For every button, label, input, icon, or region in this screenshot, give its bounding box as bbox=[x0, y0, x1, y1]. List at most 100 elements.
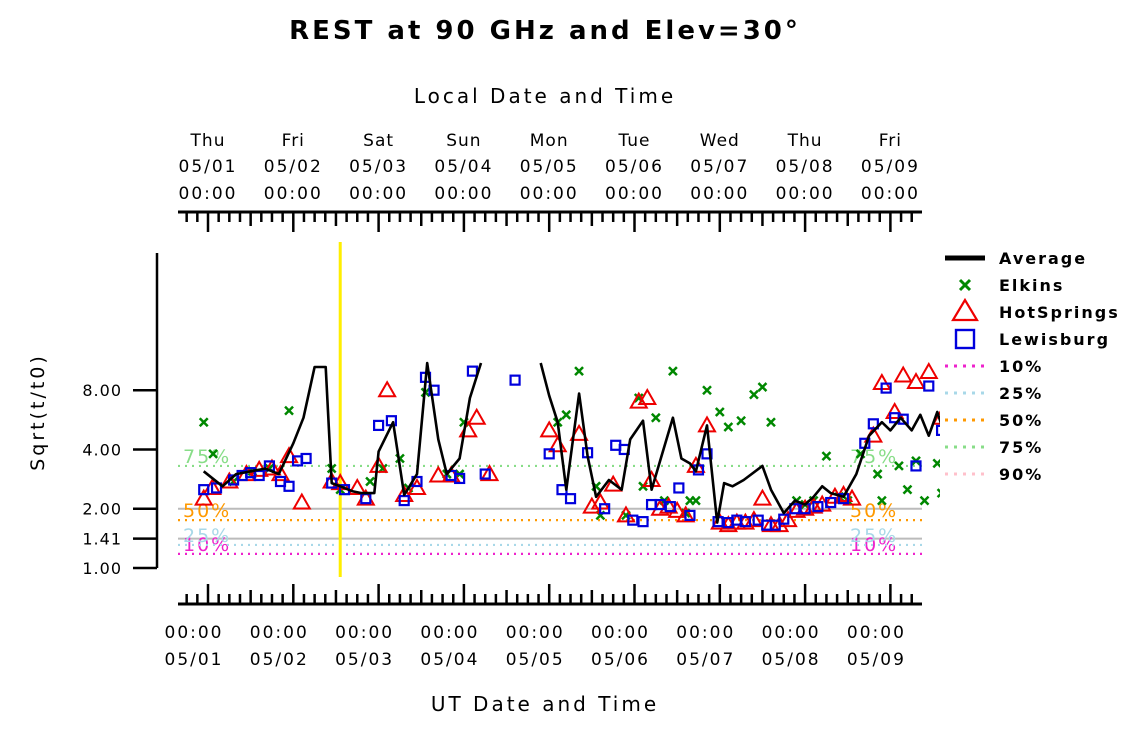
bottom-axis-label: UT Date and Time bbox=[430, 692, 660, 716]
top-tick-date: 05/07 bbox=[690, 157, 749, 177]
marker-lewisburg bbox=[564, 493, 577, 505]
legend-label: Elkins bbox=[999, 276, 1064, 295]
marker-lewisburg bbox=[373, 419, 385, 432]
marker-lewisburg bbox=[599, 503, 611, 515]
average-line bbox=[539, 362, 940, 524]
top-tick-date: 05/09 bbox=[861, 157, 920, 177]
y-tick-label: 1.00 bbox=[82, 559, 122, 578]
marker-lewisburg bbox=[543, 448, 555, 460]
top-tick-time: 00:00 bbox=[264, 184, 323, 204]
legend-swatch-elkins bbox=[958, 278, 972, 292]
marker-elkins bbox=[932, 458, 940, 469]
marker-hotsprings bbox=[539, 420, 559, 438]
legend-label: 50% bbox=[999, 411, 1043, 430]
percentile-label-left: 75% bbox=[183, 446, 231, 468]
bottom-tick-date: 05/06 bbox=[591, 650, 650, 670]
bottom-tick-time: 00:00 bbox=[506, 623, 565, 643]
marker-hotsprings bbox=[428, 465, 449, 483]
marker-elkins bbox=[872, 469, 883, 479]
marker-elkins bbox=[668, 366, 678, 377]
bottom-tick-time: 00:00 bbox=[762, 623, 821, 643]
legend-label: Average bbox=[999, 249, 1087, 268]
marker-lewisburg bbox=[837, 493, 850, 505]
marker-lewisburg bbox=[466, 365, 479, 377]
marker-lewisburg bbox=[198, 484, 210, 496]
marker-hotsprings bbox=[479, 464, 500, 482]
marker-hotsprings bbox=[778, 510, 798, 528]
marker-elkins bbox=[766, 417, 776, 428]
percentile-label-right: 50% bbox=[850, 500, 898, 522]
marker-hotsprings bbox=[279, 446, 299, 464]
marker-lewisburg bbox=[880, 382, 892, 394]
marker-hotsprings bbox=[893, 365, 913, 383]
marker-elkins bbox=[919, 495, 930, 506]
top-tick-day: Fri bbox=[879, 131, 902, 151]
y-tick-label: 8.00 bbox=[82, 381, 122, 400]
marker-hotsprings bbox=[292, 492, 312, 510]
top-tick-time: 00:00 bbox=[690, 184, 749, 204]
marker-elkins bbox=[723, 422, 734, 432]
top-axis-label: Local Date and Time bbox=[413, 84, 677, 108]
marker-lewisburg bbox=[479, 468, 491, 480]
marker-elkins bbox=[950, 497, 958, 505]
top-tick-date: 05/06 bbox=[605, 157, 664, 177]
top-tick-day: Mon bbox=[530, 131, 569, 151]
marker-elkins bbox=[936, 488, 940, 499]
bottom-tick-time: 00:00 bbox=[676, 623, 735, 643]
marker-elkins bbox=[561, 409, 572, 420]
marker-lewisburg bbox=[769, 519, 781, 531]
bottom-tick-date: 05/07 bbox=[676, 650, 735, 670]
bottom-tick-date: 05/08 bbox=[762, 650, 821, 670]
marker-elkins bbox=[821, 451, 832, 462]
legend-swatch-lewisburg bbox=[954, 328, 976, 350]
percentile-label-left: 50% bbox=[183, 500, 231, 522]
marker-elkins bbox=[894, 461, 904, 471]
marker-hotsprings bbox=[884, 401, 905, 420]
bottom-tick-time: 00:00 bbox=[847, 623, 906, 643]
marker-elkins bbox=[365, 476, 375, 487]
top-tick-time: 00:00 bbox=[520, 184, 579, 204]
marker-lewisburg bbox=[812, 501, 824, 513]
top-tick-date: 05/04 bbox=[434, 157, 493, 177]
marker-lewisburg bbox=[867, 418, 879, 430]
top-tick-date: 05/01 bbox=[179, 157, 238, 177]
marker-lewisburg bbox=[684, 509, 696, 522]
marker-elkins bbox=[208, 448, 219, 459]
marker-hotsprings bbox=[347, 477, 367, 495]
percentile-label-right: 25% bbox=[850, 525, 898, 547]
bottom-tick-date: 05/02 bbox=[250, 650, 309, 670]
marker-elkins bbox=[198, 417, 209, 428]
legend-label: HotSprings bbox=[999, 303, 1120, 322]
marker-hotsprings bbox=[752, 488, 773, 506]
bottom-tick-date: 05/03 bbox=[335, 650, 394, 670]
marker-lewisburg bbox=[923, 380, 935, 392]
marker-elkins bbox=[714, 407, 725, 417]
marker-elkins bbox=[691, 495, 701, 506]
marker-lewisburg bbox=[627, 514, 639, 526]
marker-elkins bbox=[284, 405, 294, 416]
bottom-tick-time: 00:00 bbox=[591, 623, 650, 643]
marker-lewisburg bbox=[673, 482, 685, 494]
marker-lewisburg bbox=[910, 460, 922, 472]
bottom-tick-time: 00:00 bbox=[420, 623, 479, 643]
marker-lewisburg bbox=[654, 498, 666, 511]
marker-hotsprings bbox=[629, 391, 649, 409]
top-tick-day: Thu bbox=[190, 131, 226, 151]
marker-elkins bbox=[757, 382, 768, 392]
marker-elkins bbox=[736, 415, 747, 426]
top-tick-day: Sun bbox=[446, 131, 481, 151]
marker-hotsprings bbox=[219, 471, 240, 489]
percentile-label-left: 25% bbox=[183, 525, 231, 547]
marker-hotsprings bbox=[368, 455, 389, 473]
marker-elkins bbox=[749, 389, 759, 400]
marker-lewisburg bbox=[283, 480, 295, 492]
top-tick-time: 00:00 bbox=[179, 184, 238, 204]
top-tick-day: Tue bbox=[617, 131, 650, 151]
legend-label: 75% bbox=[999, 438, 1043, 457]
top-tick-time: 00:00 bbox=[349, 184, 408, 204]
top-tick-date: 05/03 bbox=[349, 157, 408, 177]
marker-elkins bbox=[902, 484, 913, 495]
marker-lewisburg bbox=[637, 516, 649, 528]
top-tick-date: 05/08 bbox=[776, 157, 835, 177]
